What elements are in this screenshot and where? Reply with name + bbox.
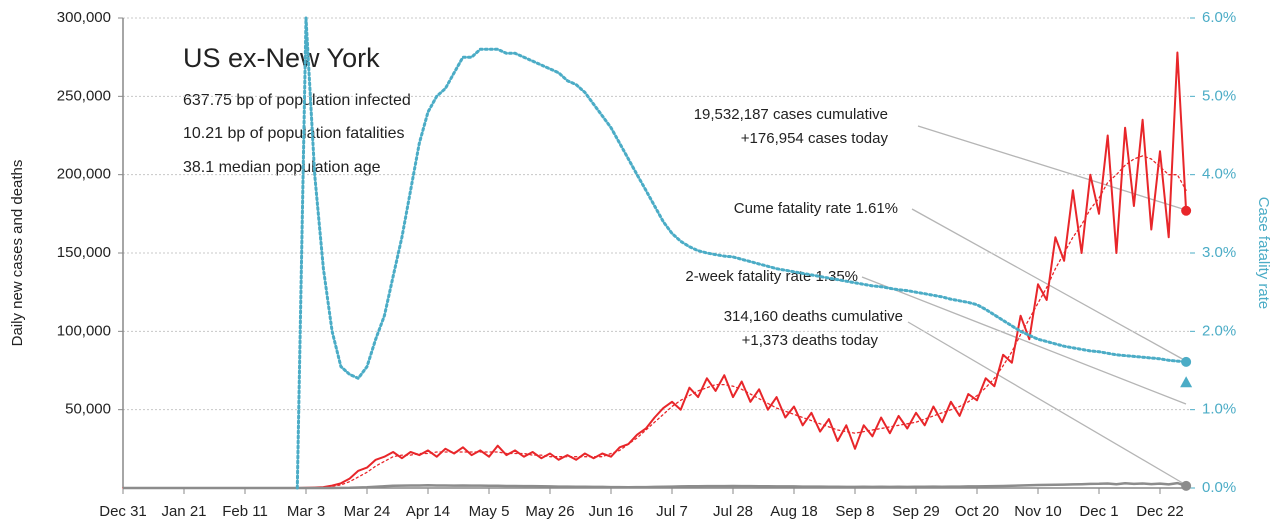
subtitle: 38.1 median population age <box>183 159 381 176</box>
y-axis-label: Daily new cases and deaths <box>9 160 26 347</box>
x-tick-label: Dec 22 <box>1136 503 1184 520</box>
x-tick-label: Jul 28 <box>713 503 753 520</box>
x-tick-label: Dec 31 <box>99 503 147 520</box>
annotation: +176,954 cases today <box>741 130 889 147</box>
x-tick-label: Jan 21 <box>161 503 206 520</box>
triangle-marker <box>1180 376 1193 388</box>
y-tick-label: 150,000 <box>57 244 111 261</box>
annotation: 2-week fatality rate 1.35% <box>685 268 858 285</box>
end-marker <box>1181 356 1192 367</box>
y-tick-label: 300,000 <box>57 9 111 26</box>
x-tick-label: Aug 18 <box>770 503 818 520</box>
x-tick-label: Nov 10 <box>1014 503 1062 520</box>
annotation: Cume fatality rate 1.61% <box>734 200 898 217</box>
x-tick-label: Sep 29 <box>892 503 940 520</box>
chart-title: US ex-New York <box>183 43 380 73</box>
y2-tick-label: 1.0% <box>1202 401 1236 418</box>
y-tick-label: 100,000 <box>57 322 111 339</box>
annotation: 314,160 deaths cumulative <box>724 308 903 325</box>
leader-line <box>861 276 1187 405</box>
y2-tick-label: 4.0% <box>1202 166 1236 183</box>
x-tick-label: Mar 3 <box>287 503 325 520</box>
y2-tick-label: 2.0% <box>1202 322 1236 339</box>
x-tick-label: Oct 20 <box>955 503 999 520</box>
series-line <box>123 481 1187 490</box>
series-line <box>295 16 1188 490</box>
y2-tick-label: 6.0% <box>1202 9 1236 26</box>
x-tick-label: Apr 14 <box>406 503 450 520</box>
y-tick-label: 250,000 <box>57 87 111 104</box>
x-tick-label: Sep 8 <box>835 503 874 520</box>
y2-tick-label: 3.0% <box>1202 244 1236 261</box>
subtitle: 637.75 bp of population infected <box>183 92 411 109</box>
x-tick-label: Mar 24 <box>344 503 391 520</box>
x-tick-label: May 26 <box>525 503 574 520</box>
x-tick-label: Dec 1 <box>1079 503 1118 520</box>
y2-tick-label: 0.0% <box>1202 479 1236 496</box>
y2-tick-label: 5.0% <box>1202 87 1236 104</box>
y-tick-label: 200,000 <box>57 166 111 183</box>
y-tick-label: 50,000 <box>65 401 111 418</box>
y2-axis-label: Case fatality rate <box>1255 197 1272 310</box>
leader-line <box>917 125 1187 211</box>
x-tick-label: Jul 7 <box>656 503 688 520</box>
end-marker <box>1181 205 1192 216</box>
x-tick-label: May 5 <box>469 503 510 520</box>
leader-line <box>907 321 1187 486</box>
annotation: +1,373 deaths today <box>742 332 879 349</box>
x-tick-label: Feb 11 <box>222 503 268 520</box>
subtitle: 10.21 bp of population fatalities <box>183 125 405 142</box>
x-tick-label: Jun 16 <box>588 503 633 520</box>
end-marker <box>1181 480 1192 491</box>
annotation: 19,532,187 cases cumulative <box>694 106 888 123</box>
